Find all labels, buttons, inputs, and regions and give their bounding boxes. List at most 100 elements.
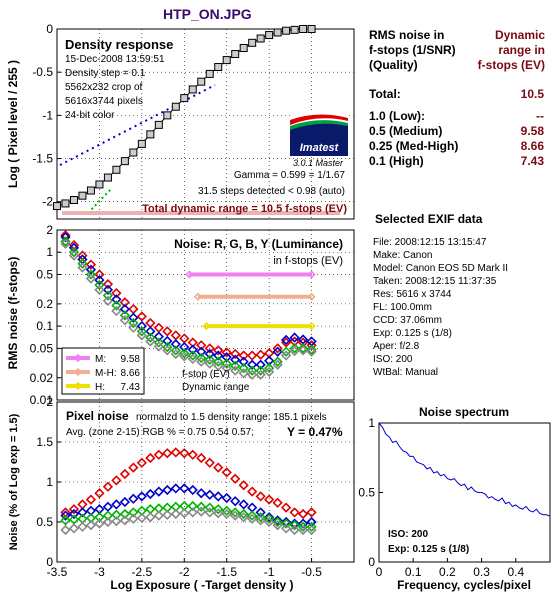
data-point <box>77 262 88 273</box>
data-point <box>204 354 215 365</box>
data-point <box>94 269 105 280</box>
data-point <box>289 507 300 518</box>
data-point <box>238 499 249 510</box>
density-step-marker <box>154 120 163 129</box>
data-point <box>289 345 300 357</box>
data-point <box>213 356 224 367</box>
data-point <box>289 518 300 529</box>
data-point <box>179 483 190 494</box>
density-steps-detected: 31.5 steps detected < 0.98 (auto) <box>198 186 345 197</box>
summary-table: Total: 10.5 1.0 (Low): -- 0.5 (Medium) 9.58… <box>369 87 544 169</box>
data-point <box>85 494 97 505</box>
pixel-xlabel: Log Exposure ( -Target density ) <box>110 578 293 592</box>
legend-value: 9.58 <box>121 354 141 365</box>
noise-ytick-label: 0.02 <box>30 371 54 385</box>
data-point <box>128 317 139 329</box>
data-point <box>179 448 190 459</box>
noise-frame <box>56 229 355 401</box>
pixel-xtick-label: -3.5 <box>47 565 68 579</box>
density-step-marker <box>256 34 265 43</box>
density-step-marker <box>112 165 121 174</box>
data-point <box>204 457 215 468</box>
noise-series <box>60 230 317 380</box>
data-point <box>68 514 80 525</box>
density-yticks: 0 -0.5 -1 -1.5 -2 <box>32 22 354 209</box>
data-point <box>102 510 114 521</box>
data-point <box>119 496 131 508</box>
svg-text:Imatest: Imatest <box>300 142 340 154</box>
data-point <box>280 516 292 528</box>
density-blue-fit <box>59 84 216 166</box>
summary-value: -- <box>536 109 544 123</box>
data-point <box>264 494 275 505</box>
pixel-xtick-label: -3 <box>94 565 105 579</box>
data-point <box>196 352 207 364</box>
data-point <box>187 484 198 496</box>
data-point <box>272 359 283 370</box>
data-point <box>213 350 224 361</box>
data-point <box>255 359 266 370</box>
data-point <box>264 366 275 378</box>
data-point <box>153 331 164 342</box>
data-point <box>94 488 105 499</box>
exif-row: Taken: 2008:12:15 11:37:35 <box>373 276 497 287</box>
data-point <box>255 491 266 502</box>
noise-note-dr: Dynamic range <box>182 382 250 393</box>
noise-note-fstop: f-stop (EV) <box>182 369 230 380</box>
imatest-version: 3.0.1 Master <box>293 158 344 168</box>
density-step-marker <box>180 94 189 103</box>
exif-row: ISO: 200 <box>373 354 413 365</box>
data-point <box>306 524 317 536</box>
density-ytick-label: -1 <box>42 108 53 122</box>
data-point <box>230 510 241 521</box>
data-point <box>128 303 139 315</box>
summary-row: 0.25 (Med-High) 8.66 <box>369 139 544 154</box>
summary-header-line: range in <box>498 43 545 57</box>
summary-label: 1.0 (Low): <box>369 109 425 123</box>
data-point <box>111 294 122 305</box>
data-point <box>196 506 207 517</box>
data-point <box>128 513 139 524</box>
pixel-ylabel: Noise (% of Log exp = 1.5) <box>8 413 20 550</box>
data-point <box>230 507 241 518</box>
data-point <box>221 467 232 478</box>
density-step-marker <box>205 69 214 78</box>
exif-row: Exp: 0.125 s (1/8) <box>373 328 452 339</box>
data-point <box>247 502 258 513</box>
data-point <box>289 520 300 531</box>
noise-subtitle: in f-stops (EV) <box>273 255 343 267</box>
spectrum-iso: ISO: 200 <box>388 529 428 540</box>
data-point <box>280 334 292 346</box>
data-point <box>145 452 156 464</box>
data-point <box>77 521 88 532</box>
pixel-xtick-label: -1 <box>264 565 275 579</box>
data-point <box>77 258 88 269</box>
data-point <box>185 270 194 279</box>
density-step-marker <box>95 180 104 189</box>
data-point <box>196 488 207 499</box>
density-ytick-label: 0 <box>46 22 53 36</box>
spectrum-xtick-label: 0.4 <box>507 565 524 579</box>
data-point <box>297 343 309 354</box>
data-point <box>145 326 156 337</box>
data-point <box>213 504 224 515</box>
data-point <box>102 284 114 295</box>
data-point <box>73 367 83 377</box>
data-point <box>196 356 207 367</box>
data-point <box>170 508 181 520</box>
pixel-ytick-label: 2 <box>46 395 53 409</box>
data-point <box>136 457 147 468</box>
noise-ytick-label: 1 <box>46 245 53 259</box>
spectrum-xlabel: Frequency, cycles/pixel <box>397 578 531 592</box>
data-point <box>85 520 97 531</box>
summary-header-right: Dynamic range in f-stops (EV) <box>478 28 545 73</box>
data-point <box>162 345 173 356</box>
pixel-xtick-label: -2 <box>179 565 190 579</box>
data-point <box>289 343 300 354</box>
density-step-marker <box>120 157 129 166</box>
density-step-marker <box>273 28 282 37</box>
data-point <box>297 508 309 520</box>
spectrum-exp: Exp: 0.125 s (1/8) <box>388 544 469 555</box>
data-point <box>247 513 258 524</box>
data-point <box>264 513 275 524</box>
